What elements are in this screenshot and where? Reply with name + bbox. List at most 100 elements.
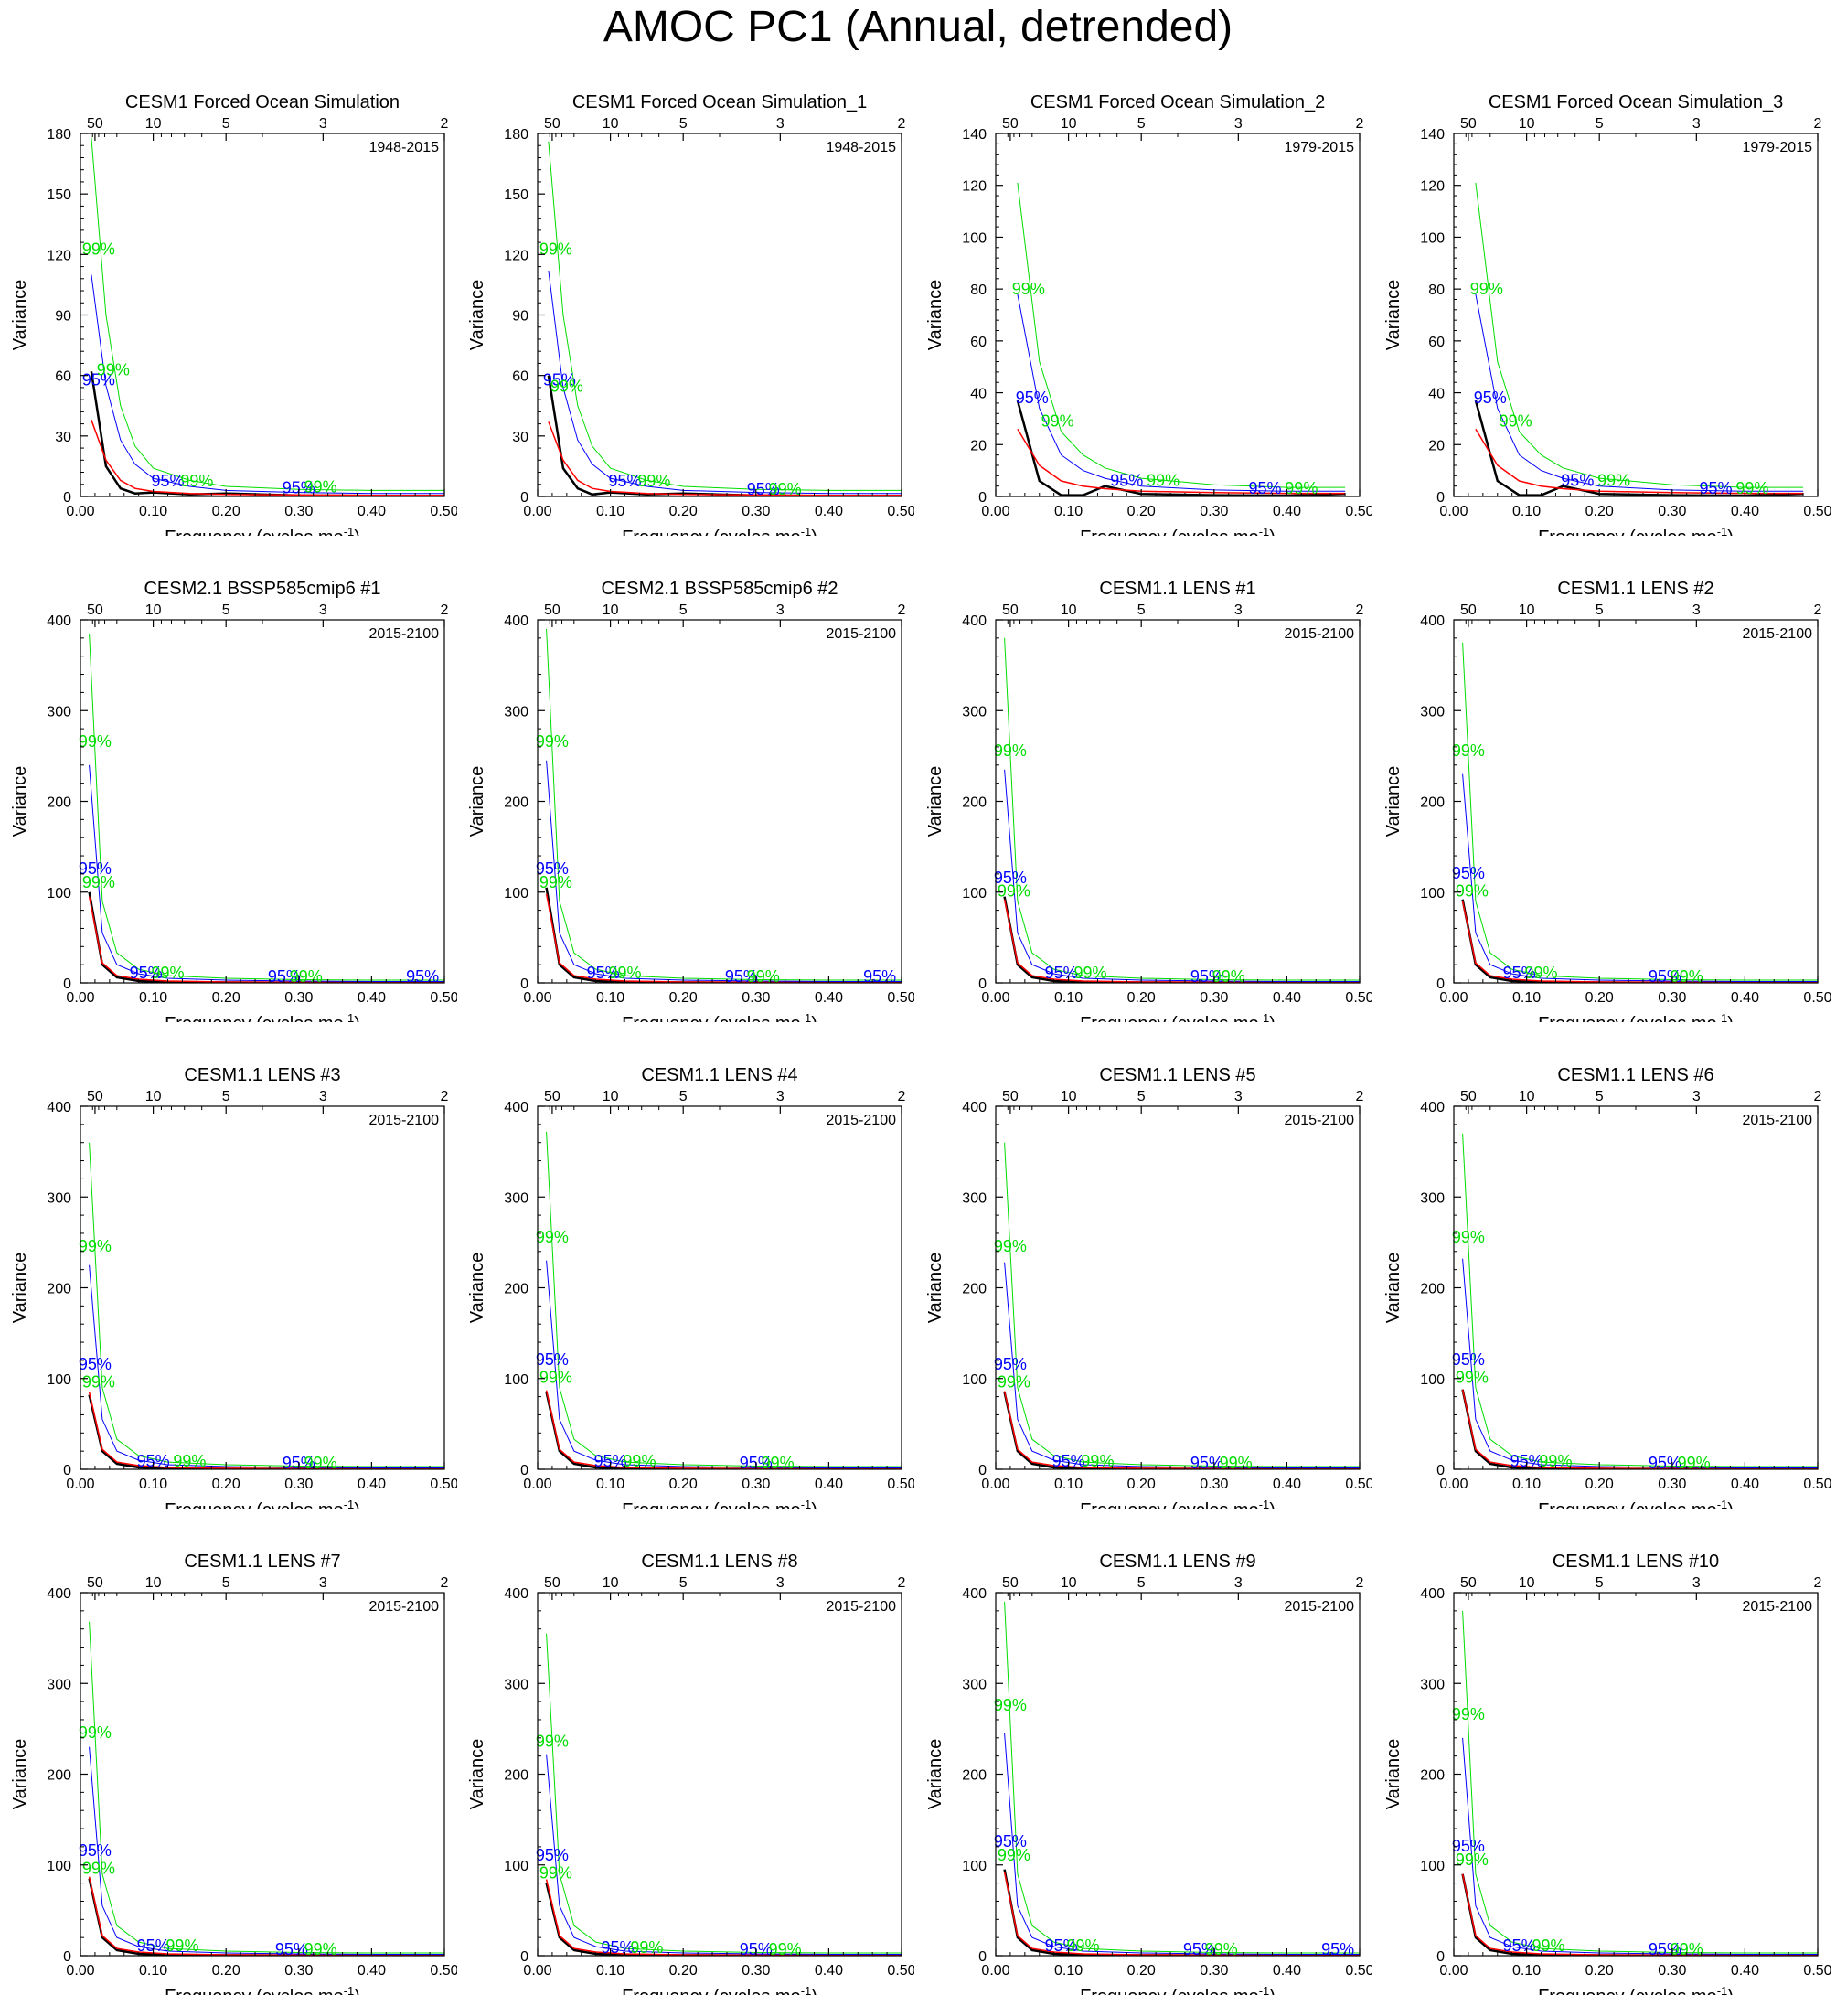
top-tick-label: 5 — [1596, 603, 1604, 618]
ci99-label: 99% — [1212, 967, 1245, 986]
ci95-label: 95% — [137, 1452, 170, 1470]
y-tick-label: 100 — [504, 1372, 528, 1388]
x-axis-label-end: ) — [811, 1987, 817, 1995]
x-tick-label: 0.30 — [1200, 504, 1228, 519]
ci95-label: 95% — [1700, 479, 1733, 497]
series-group — [1003, 637, 1360, 983]
x-axis-label-end: ) — [1269, 528, 1276, 536]
ci99-label: 99% — [539, 873, 572, 891]
y-tick-label: 200 — [47, 1768, 71, 1784]
ci95-label: 95% — [1474, 389, 1507, 407]
y-tick-label: 20 — [970, 438, 987, 453]
ci95-label: 95% — [1503, 964, 1536, 982]
ci99-label: 99% — [1285, 479, 1318, 497]
y-tick-label: 300 — [962, 1190, 987, 1206]
ci99-label: 99% — [994, 1696, 1027, 1714]
ci99-label: 99% — [79, 1723, 112, 1742]
x-tick-label: 0.10 — [139, 504, 167, 519]
period-label: 1948-2015 — [826, 140, 896, 155]
y-tick-label: 20 — [1428, 438, 1445, 453]
top-tick-label: 3 — [319, 1089, 327, 1104]
top-tick-label: 2 — [898, 1089, 906, 1104]
top-tick-label: 10 — [603, 116, 619, 132]
x-tick-label: 0.20 — [1127, 1477, 1156, 1492]
ci99-label: 99% — [747, 967, 780, 986]
plot-frame — [1453, 1105, 1819, 1470]
x-tick-label: 0.20 — [212, 1477, 240, 1492]
x-axis-label-main: Frequency (cycles mo — [165, 1500, 344, 1509]
top-tick-label: 10 — [1061, 1089, 1077, 1104]
y-tick-label: 400 — [47, 1100, 71, 1115]
x-tick-label: 0.30 — [1658, 504, 1686, 519]
ci95-label: 95% — [536, 1846, 569, 1864]
period-label: 2015-2100 — [826, 1599, 896, 1615]
panel-title: CESM1.1 LENS #9 — [1099, 1552, 1255, 1572]
ci95-label: 95% — [994, 1355, 1027, 1373]
x-tick-label: 0.10 — [1054, 504, 1083, 519]
y-axis-label: Variance — [10, 766, 30, 837]
y-tick-label: 40 — [970, 387, 987, 402]
top-tick-label: 3 — [776, 1575, 785, 1591]
panel-title: CESM1.1 LENS #4 — [641, 1065, 797, 1085]
series-group — [88, 1142, 444, 1469]
x-tick-label: 0.20 — [1585, 504, 1614, 519]
top-tick-label: 5 — [1137, 116, 1146, 132]
y-tick-label: 100 — [1420, 886, 1445, 901]
plot-frame — [537, 619, 902, 984]
ci95-label: 95% — [1561, 472, 1594, 490]
x-axis-label-sup: -1 — [801, 525, 812, 536]
x-tick-label: 0.10 — [1512, 1477, 1541, 1492]
ci95-label: 95% — [594, 1452, 627, 1470]
top-tick-label: 50 — [1460, 1575, 1477, 1591]
ci99-line — [1004, 1601, 1360, 1954]
series-group — [545, 1633, 902, 1956]
x-axis-label-sup: -1 — [1259, 1011, 1270, 1022]
x-axis-label-main: Frequency (cycles mo — [1538, 1500, 1717, 1509]
plot-frame — [995, 619, 1361, 984]
x-tick-label: 0.40 — [815, 504, 843, 519]
y-axis-label: Variance — [467, 1253, 487, 1323]
x-tick-label: 0.10 — [1054, 990, 1083, 1006]
y-tick-label: 0 — [63, 490, 71, 506]
y-tick-label: 200 — [47, 1282, 71, 1297]
x-tick-label: 0.30 — [284, 990, 313, 1006]
top-tick-label: 2 — [1356, 603, 1364, 618]
x-axis-label-sup: -1 — [344, 1984, 355, 1995]
ci99-label: 99% — [1597, 472, 1630, 490]
x-tick-label: 0.50 — [430, 504, 457, 519]
panel-title: CESM1.1 LENS #7 — [184, 1552, 340, 1572]
x-tick-label: 0.30 — [284, 504, 313, 519]
y-tick-label: 300 — [47, 1190, 71, 1206]
ci99-label: 99% — [1671, 1940, 1703, 1958]
panel-title: CESM1.1 LENS #6 — [1557, 1065, 1713, 1085]
ci95-label: 95% — [1649, 967, 1681, 986]
y-tick-label: 300 — [504, 1677, 528, 1692]
x-tick-label: 0.40 — [1731, 504, 1759, 519]
y-tick-label: 140 — [1420, 127, 1445, 143]
top-tick-label: 5 — [1596, 116, 1604, 132]
x-axis-label: Frequency (cycles mo-1) — [165, 1011, 360, 1022]
y-tick-label: 300 — [1420, 1677, 1445, 1692]
ci95-label: 95% — [1452, 1350, 1485, 1369]
y-tick-label: 0 — [520, 1949, 528, 1965]
top-tick-label: 2 — [1814, 116, 1822, 132]
ci99-line — [546, 1633, 902, 1954]
x-axis-label-end: ) — [1269, 1500, 1276, 1509]
y-axis-label: Variance — [10, 1739, 30, 1809]
ci99-label: 99% — [1735, 479, 1768, 497]
top-tick-label: 50 — [1002, 1089, 1019, 1104]
x-tick-label: 0.00 — [1439, 504, 1468, 519]
x-axis-label-main: Frequency (cycles mo — [1080, 1014, 1259, 1022]
y-tick-label: 400 — [504, 613, 528, 629]
plot-frame — [1453, 1592, 1819, 1957]
y-tick-label: 300 — [47, 704, 71, 720]
x-axis-label: Frequency (cycles mo-1) — [1538, 1498, 1734, 1509]
ci99-label: 99% — [304, 478, 337, 496]
ci95-label: 95% — [406, 967, 439, 986]
top-tick-label: 50 — [544, 603, 560, 618]
top-tick-label: 5 — [222, 116, 230, 132]
y-tick-label: 200 — [504, 1282, 528, 1297]
ci99-line — [1017, 182, 1346, 488]
